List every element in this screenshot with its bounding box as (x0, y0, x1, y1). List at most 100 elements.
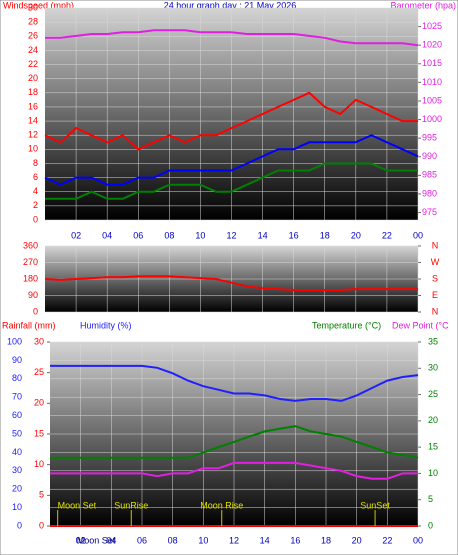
tick-label: 1020 (422, 40, 442, 50)
tick-label: 985 (422, 170, 437, 180)
tick-label: 25 (34, 367, 44, 377)
x-tick-label: 18 (321, 535, 331, 545)
tick-label: 10 (428, 468, 438, 478)
tick-label: 30 (12, 465, 22, 475)
axis-label: Humidity (%) (80, 320, 132, 330)
tick-label: 24 (28, 45, 38, 55)
x-tick-label: 08 (168, 535, 178, 545)
tick-label: 0 (33, 306, 38, 316)
tick-label: 990 (422, 151, 437, 161)
annotation: Moon Set (77, 535, 116, 545)
tick-label: 1000 (422, 114, 442, 124)
x-tick-label: 14 (258, 230, 268, 240)
x-tick-label: 06 (137, 535, 147, 545)
x-tick-label: 00 (413, 535, 423, 545)
tick-label: 4 (33, 186, 38, 196)
tick-label: 0 (33, 214, 38, 224)
tick-label: 70 (12, 392, 22, 402)
tick-label: 270 (23, 257, 38, 267)
series-line (50, 461, 418, 480)
tick-label: 22 (28, 59, 38, 69)
tick-label: 10 (12, 502, 22, 512)
series-line (45, 162, 418, 200)
tick-label: 16 (28, 101, 38, 111)
tick-label: 40 (12, 447, 22, 457)
axis-label: Barometer (hpa) (390, 0, 456, 10)
tick-label: 0 (428, 520, 433, 530)
axis-label: Rainfall (mm) (2, 320, 56, 330)
tick-label: 20 (28, 73, 38, 83)
x-tick-label: 02 (76, 535, 86, 545)
x-tick-label: 20 (351, 230, 361, 240)
tick-label: W (431, 257, 440, 267)
tick-label: 30 (28, 2, 38, 12)
tick-label: 25 (428, 389, 438, 399)
annotation: SunRise (114, 500, 148, 510)
tick-label: 1025 (422, 21, 442, 31)
x-tick-label: 18 (320, 230, 330, 240)
tick-label: 35 (428, 336, 438, 346)
tick-label: 1010 (422, 77, 442, 87)
x-tick-label: 22 (382, 535, 392, 545)
tick-label: 980 (422, 188, 437, 198)
tick-label: 10 (34, 459, 44, 469)
tick-label: 6 (33, 172, 38, 182)
axis-label: Windspeed (mph) (3, 0, 74, 10)
tick-label: 20 (34, 398, 44, 408)
x-tick-label: 10 (198, 535, 208, 545)
tick-label: 5 (428, 494, 433, 504)
tick-label: 90 (12, 355, 22, 365)
series-line (44, 91, 418, 151)
series-line (44, 275, 418, 291)
tick-label: 20 (12, 484, 22, 494)
annotation: SunSet (360, 500, 390, 510)
tick-label: 180 (23, 273, 38, 283)
tick-label: 8 (33, 158, 38, 168)
series-line (45, 29, 419, 47)
annotation: Moon Set (58, 500, 97, 510)
axis-label: Dew Point (°C (392, 320, 449, 330)
x-tick-label: 02 (71, 230, 81, 240)
tick-label: 995 (422, 133, 437, 143)
tick-label: S (432, 273, 438, 283)
x-tick-label: 22 (382, 230, 392, 240)
tick-label: 15 (428, 442, 438, 452)
tick-label: 15 (34, 428, 44, 438)
tick-label: 14 (28, 115, 38, 125)
tick-label: 1015 (422, 58, 442, 68)
x-tick-label: 16 (290, 535, 300, 545)
tick-label: 0 (39, 520, 44, 530)
series-line (44, 134, 419, 186)
x-tick-label: 12 (226, 230, 236, 240)
axis-label: Temperature (°C) (312, 320, 381, 330)
tick-label: 80 (12, 373, 22, 383)
tick-label: 12 (28, 130, 38, 140)
tick-label: 10 (28, 144, 38, 154)
x-tick-label: 16 (289, 230, 299, 240)
series-line (50, 364, 419, 402)
x-tick-label: 10 (195, 230, 205, 240)
tick-label: 60 (12, 410, 22, 420)
tick-label: 30 (34, 336, 44, 346)
x-tick-label: 20 (352, 535, 362, 545)
tick-label: N (432, 240, 439, 250)
x-tick-label: 06 (133, 230, 143, 240)
tick-label: 975 (422, 207, 437, 217)
tick-label: 28 (28, 17, 38, 27)
tick-label: 360 (23, 240, 38, 250)
x-tick-label: 00 (413, 230, 423, 240)
tick-label: 100 (7, 336, 22, 346)
x-tick-label: 04 (102, 230, 112, 240)
tick-label: E (432, 290, 438, 300)
tick-label: 1005 (422, 95, 442, 105)
tick-label: 20 (428, 415, 438, 425)
tick-label: 90 (28, 290, 38, 300)
tick-label: 30 (428, 363, 438, 373)
tick-label: 18 (28, 87, 38, 97)
x-tick-label: 12 (229, 535, 239, 545)
tick-label: 26 (28, 31, 38, 41)
tick-label: 5 (39, 490, 44, 500)
x-tick-label: 08 (164, 230, 174, 240)
tick-label: 2 (33, 200, 38, 210)
